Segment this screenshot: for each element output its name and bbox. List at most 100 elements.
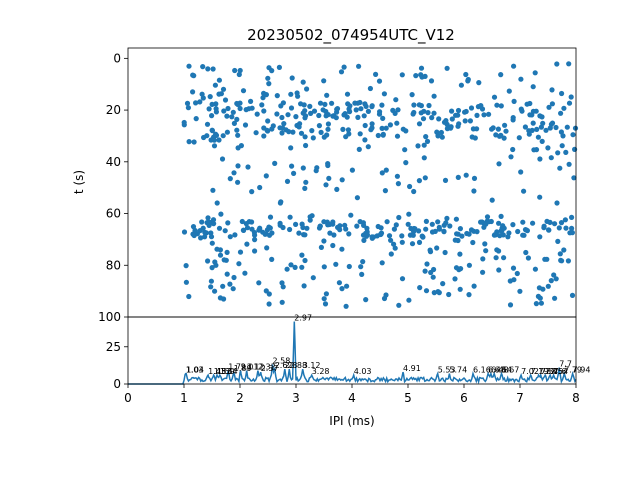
raster-point: [249, 189, 255, 195]
peak-label: 2.62: [275, 361, 293, 370]
raster-point: [424, 261, 430, 267]
raster-point: [300, 224, 306, 231]
raster-point: [200, 64, 206, 70]
raster-point: [344, 283, 350, 289]
raster-point: [510, 146, 516, 153]
raster-point: [422, 268, 428, 274]
raster-point: [484, 214, 491, 220]
raster-point: [353, 107, 359, 113]
raster-point: [438, 129, 444, 136]
raster-point: [181, 229, 188, 235]
raster-point: [471, 283, 477, 289]
raster-point: [264, 127, 270, 133]
raster-point: [209, 127, 215, 133]
raster-point: [307, 217, 313, 223]
raster-point: [317, 100, 324, 106]
raster-point: [264, 227, 270, 233]
peak-label: 3.28: [312, 367, 330, 376]
raster-point: [363, 297, 369, 303]
raster-point: [184, 100, 191, 106]
raster-y-tick-label: 80: [106, 258, 121, 272]
raster-point: [546, 104, 552, 110]
raster-point: [346, 231, 352, 237]
raster-point: [369, 121, 375, 127]
raster-point: [330, 219, 336, 225]
raster-point: [549, 101, 556, 107]
raster-point: [449, 116, 455, 122]
raster-point: [230, 286, 236, 292]
raster-point: [349, 167, 355, 173]
raster-point: [318, 129, 324, 135]
raster-point: [548, 278, 554, 284]
raster-point: [212, 82, 218, 88]
raster-point: [338, 69, 345, 75]
raster-point: [548, 155, 554, 161]
raster-point: [263, 92, 269, 98]
raster-point: [470, 239, 476, 246]
raster-point: [422, 73, 428, 79]
raster-point: [428, 78, 435, 84]
raster-point: [244, 241, 250, 247]
raster-point: [334, 186, 340, 192]
raster-point: [453, 112, 459, 118]
raster-point: [466, 262, 472, 268]
raster-point: [333, 261, 339, 267]
raster-point: [347, 109, 353, 115]
raster-point: [224, 249, 230, 255]
raster-point: [516, 135, 522, 141]
raster-point: [316, 112, 322, 119]
raster-point: [212, 259, 218, 265]
raster-point: [496, 267, 502, 273]
raster-point: [281, 121, 287, 127]
raster-point: [466, 292, 472, 298]
raster-point: [274, 93, 280, 99]
raster-point: [555, 150, 561, 156]
raster-point: [396, 302, 402, 308]
raster-point: [403, 160, 409, 166]
raster-point: [544, 256, 550, 262]
raster-point: [432, 228, 438, 234]
raster-point: [289, 163, 295, 169]
raster-point: [417, 285, 423, 291]
raster-point: [344, 114, 350, 120]
raster-point: [333, 115, 339, 121]
raster-point: [202, 234, 208, 240]
raster-point: [462, 118, 468, 124]
raster-point: [261, 133, 267, 139]
raster-point: [248, 98, 254, 104]
raster-point: [361, 113, 367, 119]
raster-point: [429, 221, 435, 227]
raster-point: [354, 195, 360, 201]
peak-label: 5.53: [438, 366, 456, 375]
raster-point: [373, 71, 379, 77]
raster-point: [455, 123, 461, 129]
raster-point: [496, 248, 502, 254]
raster-point: [568, 94, 574, 100]
raster-point: [199, 219, 205, 225]
peak-label: 6.67: [502, 366, 520, 375]
raster-point: [507, 302, 514, 308]
raster-point: [556, 225, 562, 231]
raster-point: [252, 248, 258, 254]
peak-label: 1.64: [220, 367, 238, 376]
raster-point: [231, 274, 237, 281]
histogram-line: [128, 321, 577, 385]
raster-point: [277, 200, 283, 206]
raster-point: [339, 286, 345, 292]
raster-point: [399, 239, 405, 245]
raster-point: [379, 125, 385, 131]
raster-point: [549, 120, 556, 126]
raster-point: [272, 160, 278, 166]
peak-label: 2.97: [294, 314, 312, 323]
raster-point: [302, 115, 308, 121]
raster-point: [448, 124, 454, 130]
raster-point: [566, 100, 573, 106]
raster-point: [235, 145, 241, 151]
raster-point: [455, 174, 461, 180]
raster-point: [269, 256, 275, 262]
raster-point: [444, 65, 450, 71]
raster-point: [391, 226, 397, 232]
raster-point: [469, 134, 475, 140]
raster-y-ticks: 0 20 40 60 80 100: [98, 51, 128, 324]
raster-point: [569, 292, 576, 298]
